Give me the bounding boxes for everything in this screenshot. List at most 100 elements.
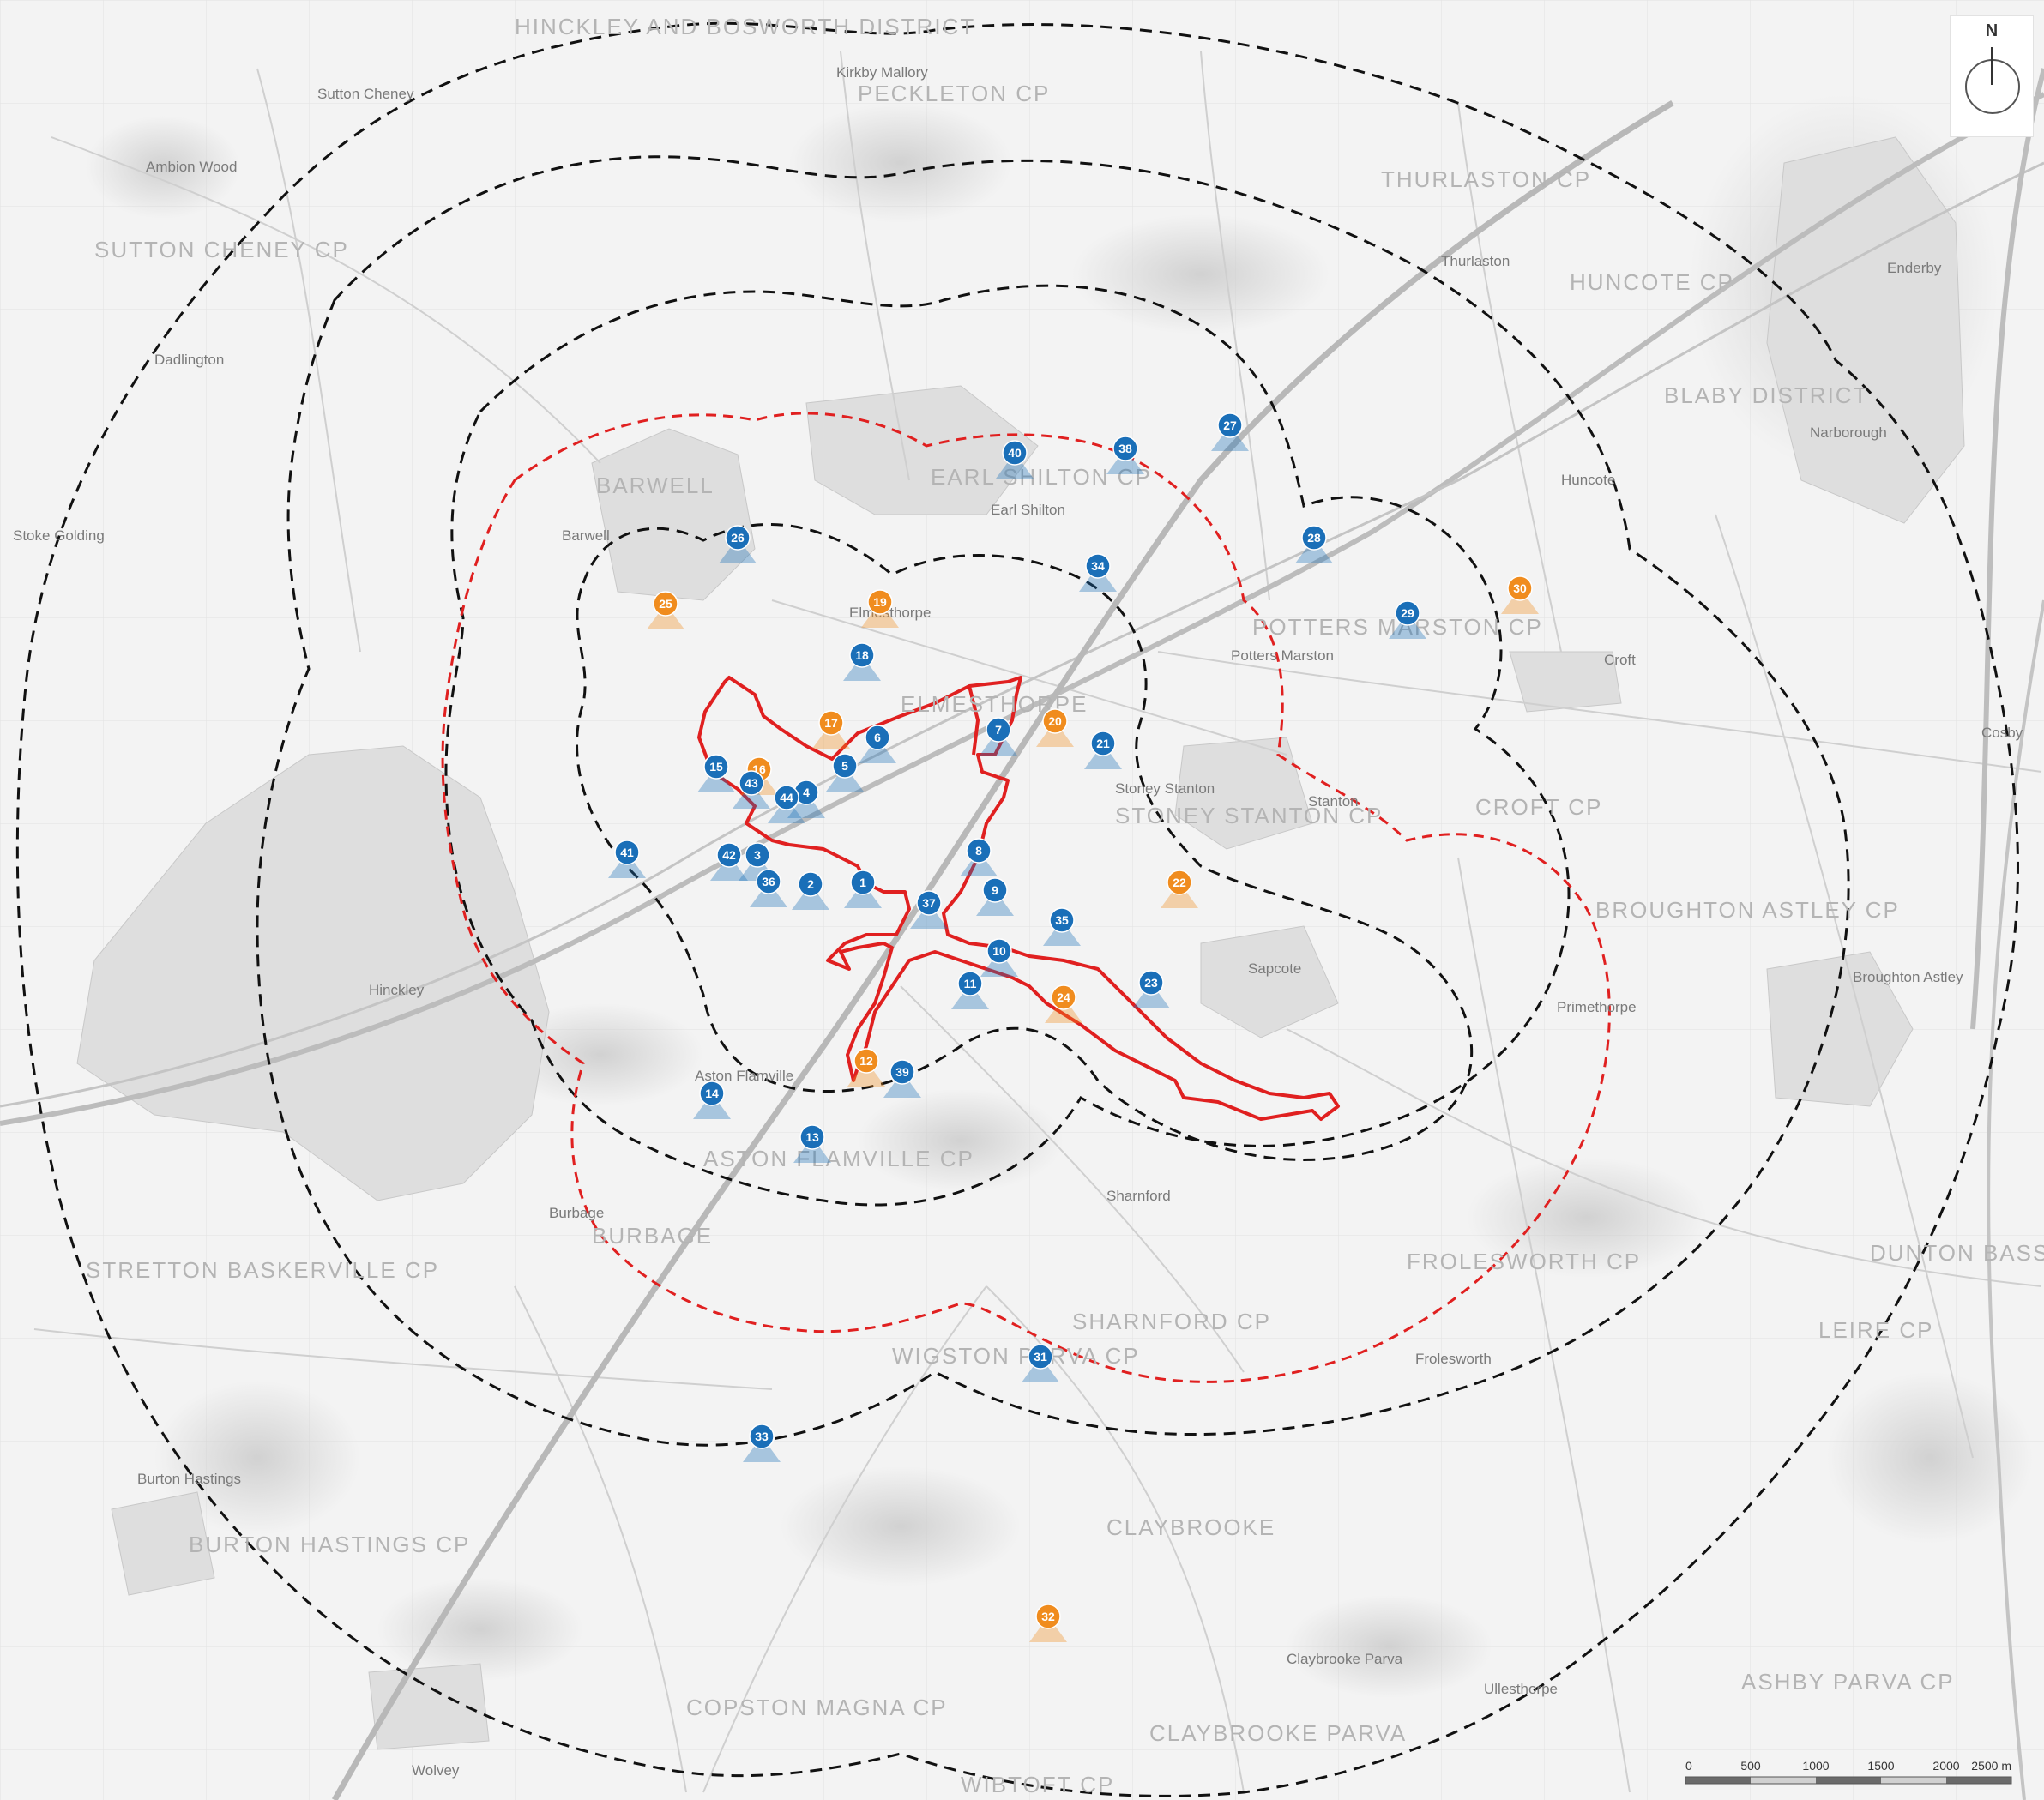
view-cone-icon bbox=[844, 882, 882, 908]
viewpoint-1[interactable]: 1 bbox=[844, 870, 882, 908]
place-label: Potters Marston bbox=[1231, 647, 1334, 664]
viewpoint-marker-icon bbox=[1507, 575, 1533, 601]
zone-of-influence-boundary bbox=[441, 412, 1611, 1383]
viewpoint-number: 36 bbox=[762, 875, 775, 888]
viewpoint-number: 6 bbox=[874, 731, 881, 744]
viewpoint-number: 14 bbox=[705, 1087, 719, 1100]
viewpoint-marker-icon bbox=[725, 525, 751, 551]
viewpoint-44[interactable]: 44 bbox=[768, 785, 805, 823]
viewpoint-30[interactable]: 30 bbox=[1501, 575, 1539, 614]
viewpoint-15[interactable]: 15 bbox=[697, 754, 735, 792]
viewpoint-20[interactable]: 20 bbox=[1036, 708, 1074, 747]
viewpoint-4[interactable]: 4 bbox=[787, 780, 825, 818]
parish-label: ASHBY PARVA CP bbox=[1741, 1669, 1955, 1695]
viewpoint-43[interactable]: 43 bbox=[733, 770, 770, 809]
viewpoint-26[interactable]: 26 bbox=[719, 525, 757, 563]
viewpoint-12[interactable]: 12 bbox=[847, 1048, 885, 1087]
view-cone-icon bbox=[1211, 425, 1249, 451]
viewpoint-marker-icon bbox=[1042, 708, 1068, 734]
north-needle-icon bbox=[1991, 47, 1993, 85]
place-label: Narborough bbox=[1810, 424, 1887, 441]
viewpoint-10[interactable]: 10 bbox=[980, 938, 1018, 977]
north-arrow: N bbox=[1950, 15, 2034, 137]
viewpoint-21[interactable]: 21 bbox=[1084, 731, 1122, 769]
place-label: Burbage bbox=[549, 1205, 604, 1221]
viewpoint-32[interactable]: 32 bbox=[1029, 1604, 1067, 1642]
viewpoint-27[interactable]: 27 bbox=[1211, 412, 1249, 451]
viewpoint-6[interactable]: 6 bbox=[859, 725, 896, 763]
viewpoint-19[interactable]: 19 bbox=[861, 589, 899, 628]
viewpoint-marker-icon bbox=[614, 840, 640, 865]
viewpoint-number: 27 bbox=[1223, 418, 1237, 432]
stoney-stanton-area bbox=[1174, 737, 1313, 850]
place-label: Claybrooke Parva bbox=[1287, 1651, 1403, 1667]
scale-label: 1500 bbox=[1867, 1759, 1894, 1773]
viewpoint-38[interactable]: 38 bbox=[1106, 436, 1144, 474]
parish-label: STONEY STANTON CP bbox=[1115, 803, 1383, 828]
place-label: Ambion Wood bbox=[146, 159, 237, 175]
viewpoint-number: 20 bbox=[1048, 714, 1062, 728]
viewpoint-2[interactable]: 2 bbox=[792, 871, 829, 910]
viewpoint-8[interactable]: 8 bbox=[960, 838, 998, 876]
viewpoint-number: 7 bbox=[995, 723, 1002, 737]
viewpoint-marker-icon bbox=[818, 710, 844, 736]
view-cone-icon bbox=[787, 792, 825, 818]
broughton-astley-area bbox=[1766, 951, 1914, 1107]
viewpoint-number: 31 bbox=[1034, 1350, 1047, 1364]
parish-label: WIBTOFT CP bbox=[961, 1772, 1114, 1797]
place-label: Enderby bbox=[1887, 260, 1942, 276]
viewpoint-marker-icon bbox=[986, 717, 1011, 743]
viewpoint-7[interactable]: 7 bbox=[980, 717, 1017, 756]
place-label: Huncote bbox=[1561, 472, 1615, 488]
viewpoint-number: 12 bbox=[859, 1054, 873, 1068]
viewpoint-9[interactable]: 9 bbox=[976, 877, 1014, 916]
viewpoint-39[interactable]: 39 bbox=[883, 1059, 921, 1098]
view-cone-icon bbox=[910, 903, 948, 929]
viewpoint-number: 40 bbox=[1008, 446, 1022, 460]
viewpoint-42[interactable]: 42 bbox=[710, 842, 748, 881]
viewpoint-17[interactable]: 17 bbox=[812, 710, 850, 749]
viewpoint-29[interactable]: 29 bbox=[1389, 600, 1426, 639]
viewpoint-24[interactable]: 24 bbox=[1045, 984, 1082, 1023]
viewpoint-number: 1 bbox=[859, 876, 866, 889]
compass-circle-icon bbox=[1965, 59, 2020, 114]
view-cone-icon bbox=[951, 984, 989, 1009]
viewpoint-number: 22 bbox=[1173, 876, 1186, 889]
viewpoint-marker-icon bbox=[703, 754, 729, 780]
parish-label: BLABY DISTRICT bbox=[1664, 382, 1868, 408]
viewpoint-13[interactable]: 13 bbox=[793, 1124, 831, 1163]
view-cone-icon bbox=[1501, 588, 1539, 614]
viewpoint-5[interactable]: 5 bbox=[826, 753, 864, 792]
viewpoint-28[interactable]: 28 bbox=[1295, 525, 1333, 563]
viewpoint-41[interactable]: 41 bbox=[608, 840, 646, 878]
parish-label: ASTON FLAMVILLE CP bbox=[703, 1146, 974, 1171]
viewpoint-11[interactable]: 11 bbox=[951, 971, 989, 1009]
view-cone-icon bbox=[1161, 882, 1198, 908]
viewpoint-33[interactable]: 33 bbox=[743, 1424, 781, 1462]
viewpoint-31[interactable]: 31 bbox=[1022, 1344, 1059, 1382]
viewpoint-35[interactable]: 35 bbox=[1043, 907, 1081, 946]
viewpoint-37[interactable]: 37 bbox=[910, 890, 948, 929]
viewpoint-number: 34 bbox=[1091, 559, 1105, 573]
hinckley-area bbox=[76, 745, 550, 1201]
viewpoint-marker-icon bbox=[849, 642, 875, 668]
viewpoint-40[interactable]: 40 bbox=[996, 440, 1034, 479]
earl-shilton-area bbox=[805, 385, 1039, 515]
viewpoint-number: 30 bbox=[1513, 581, 1527, 595]
viewpoint-25[interactable]: 25 bbox=[647, 591, 684, 629]
viewpoint-18[interactable]: 18 bbox=[843, 642, 881, 681]
viewpoint-14[interactable]: 14 bbox=[693, 1081, 731, 1119]
viewpoint-36[interactable]: 36 bbox=[750, 869, 787, 907]
parish-label: EARL SHILTON CP bbox=[931, 464, 1152, 490]
viewpoint-number: 2 bbox=[807, 877, 814, 891]
viewpoint-marker-icon bbox=[1035, 1604, 1061, 1629]
viewpoint-23[interactable]: 23 bbox=[1132, 970, 1170, 1008]
scale-bar: 0 500 1000 1500 2000 2500 m bbox=[1685, 1759, 2012, 1785]
place-labels: Kirkby Mallory Sutton Cheney Ambion Wood… bbox=[13, 64, 2023, 1779]
viewpoint-number: 13 bbox=[805, 1130, 819, 1144]
viewpoint-22[interactable]: 22 bbox=[1161, 870, 1198, 908]
viewpoint-marker-icon bbox=[1028, 1344, 1053, 1370]
viewpoint-34[interactable]: 34 bbox=[1079, 553, 1117, 592]
